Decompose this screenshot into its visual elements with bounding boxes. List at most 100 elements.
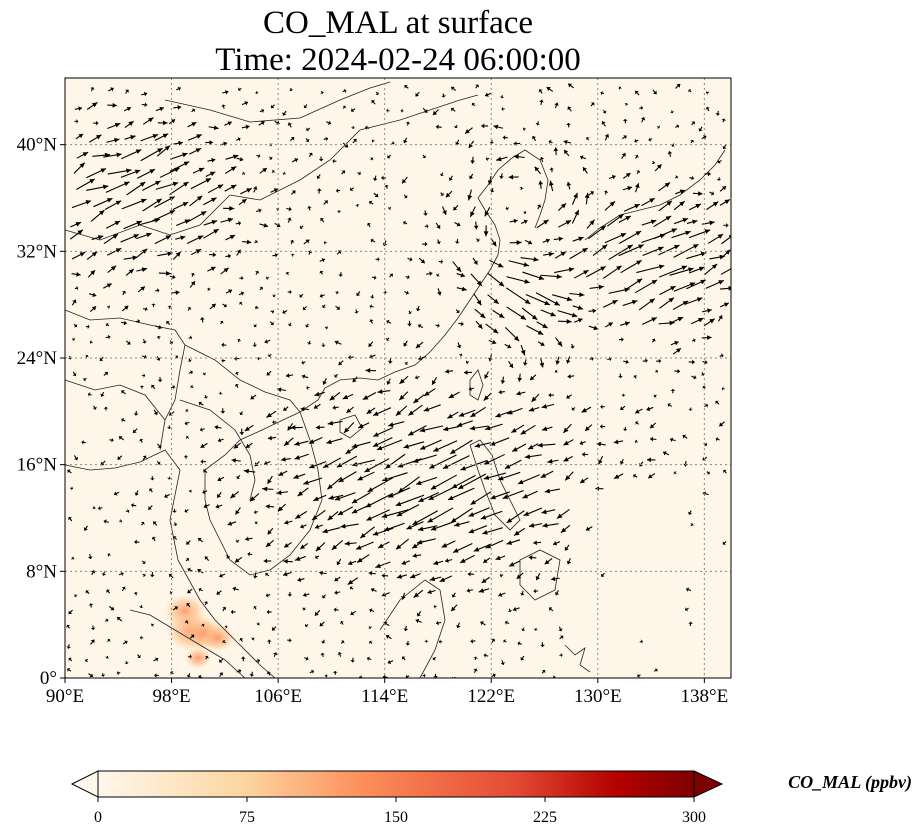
wind-arrow — [600, 90, 605, 96]
wind-arrow — [721, 235, 731, 245]
wind-arrow — [675, 124, 680, 129]
wind-arrow — [418, 257, 426, 264]
wind-arrow — [192, 167, 205, 174]
wind-arrow — [528, 555, 537, 560]
wind-arrow — [184, 508, 189, 513]
wind-arrow — [422, 107, 428, 114]
wind-arrow — [121, 149, 142, 160]
wind-arrow — [467, 189, 473, 201]
wind-arrow — [155, 288, 160, 293]
wind-arrow — [670, 389, 676, 394]
wind-arrow — [155, 181, 179, 190]
wind-arrow — [274, 222, 281, 228]
wind-arrow — [607, 213, 624, 227]
wind-arrow — [498, 592, 506, 597]
wind-arrow — [450, 604, 458, 612]
wind-arrow — [219, 573, 226, 578]
wind-arrow — [304, 656, 309, 661]
wind-arrow — [559, 652, 563, 658]
wind-arrow — [157, 120, 168, 126]
wind-arrow — [653, 668, 658, 673]
wind-arrow — [334, 340, 342, 345]
wind-arrow — [187, 567, 193, 573]
wind-arrow — [188, 370, 193, 375]
wind-arrow — [704, 403, 709, 408]
wind-arrow — [487, 272, 505, 287]
wind-arrow — [600, 424, 606, 429]
wind-arrow — [143, 306, 148, 312]
wind-arrow — [262, 486, 274, 492]
wind-arrow — [153, 657, 159, 662]
wind-arrow — [232, 586, 239, 592]
wind-arrow — [429, 576, 442, 582]
wind-arrow — [113, 491, 120, 496]
wind-arrow — [190, 272, 196, 277]
wind-arrow — [309, 669, 315, 674]
wind-arrow — [690, 139, 695, 144]
wind-arrow — [401, 592, 406, 600]
wind-arrow — [701, 135, 707, 140]
wind-arrow — [225, 154, 239, 160]
wind-arrow — [582, 166, 588, 174]
wind-arrow — [567, 83, 574, 89]
wind-arrow — [674, 368, 681, 374]
wind-arrow — [355, 204, 360, 208]
wind-arrow — [268, 353, 272, 358]
wind-arrow — [566, 181, 572, 190]
wind-arrow — [658, 200, 673, 212]
wind-arrow — [351, 492, 371, 504]
wind-arrow — [321, 343, 326, 347]
wind-arrow — [316, 188, 322, 194]
wind-arrow — [429, 454, 457, 469]
coastline-hainan — [339, 414, 363, 439]
wind-arrow — [350, 126, 356, 129]
wind-arrow — [139, 604, 144, 609]
wind-arrow — [531, 393, 540, 403]
y-tick-label: 32°N — [17, 241, 58, 262]
wind-arrow — [604, 133, 610, 141]
wind-arrow — [674, 175, 679, 179]
wind-arrow — [136, 232, 152, 240]
wind-arrow — [403, 137, 408, 144]
wind-arrow — [504, 343, 512, 349]
wind-arrow — [375, 561, 391, 569]
wind-arrow — [451, 592, 456, 598]
wind-arrow — [283, 541, 292, 548]
wind-arrow — [323, 240, 327, 246]
wind-arrow — [452, 542, 473, 553]
wind-arrow — [264, 339, 271, 344]
wind-arrow — [589, 284, 604, 290]
wind-arrow — [688, 407, 693, 411]
wind-arrow — [511, 443, 527, 452]
wind-arrow — [266, 671, 271, 676]
wind-arrow — [219, 672, 224, 677]
wind-arrow — [104, 618, 109, 623]
wind-arrow — [225, 289, 233, 294]
wind-arrow — [522, 126, 526, 132]
wind-arrow — [508, 174, 519, 180]
wind-arrow — [474, 308, 486, 319]
wind-arrow — [482, 527, 503, 535]
wind-arrow — [521, 627, 526, 632]
wind-arrow — [239, 637, 244, 642]
wind-arrow — [98, 505, 103, 511]
wind-arrow — [339, 621, 344, 625]
wind-arrow — [624, 102, 629, 106]
wind-arrow — [338, 272, 344, 277]
wind-arrow — [282, 571, 292, 577]
wind-arrow — [323, 136, 329, 142]
wind-arrow — [719, 285, 731, 291]
wind-arrow — [415, 341, 424, 349]
wind-arrow — [506, 276, 530, 284]
wind-arrow — [574, 269, 589, 279]
wind-arrow — [517, 474, 540, 485]
wind-arrow — [287, 591, 293, 597]
wind-arrow — [553, 236, 564, 242]
wind-arrow — [142, 180, 161, 191]
wind-arrow — [423, 210, 428, 216]
wind-arrow — [155, 106, 165, 112]
wind-arrow — [121, 198, 147, 210]
wind-arrow — [507, 608, 513, 613]
wind-arrow — [639, 105, 643, 111]
